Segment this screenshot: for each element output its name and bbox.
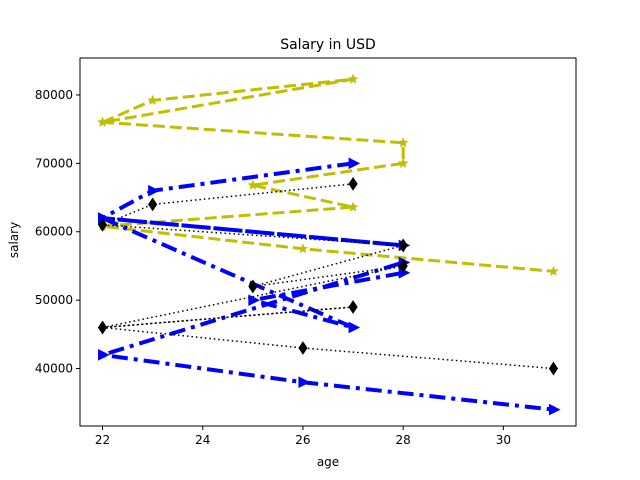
data-point	[147, 94, 159, 106]
data-point	[548, 361, 559, 376]
data-point	[398, 259, 408, 273]
data-point	[348, 176, 358, 191]
data-point	[248, 279, 258, 294]
data-point	[97, 217, 108, 232]
data-point	[548, 265, 559, 277]
series-layer	[97, 73, 561, 416]
chart-title: Salary in USD	[280, 37, 376, 53]
data-point	[148, 197, 158, 212]
data-point	[548, 403, 561, 416]
data-point	[398, 238, 408, 253]
x-tick-label: 30	[496, 433, 511, 447]
y-tick-label: 70000	[35, 156, 73, 170]
data-point	[97, 116, 108, 127]
series-2	[98, 157, 561, 416]
x-tick-label: 28	[396, 433, 411, 447]
data-point	[248, 294, 260, 306]
y-tick-label: 60000	[35, 225, 73, 239]
data-point	[348, 321, 361, 334]
y-tick-label: 80000	[35, 88, 73, 102]
y-tick-label: 50000	[35, 293, 73, 307]
data-point	[297, 243, 309, 254]
y-tick-label: 40000	[35, 362, 73, 376]
x-axis-label: age	[317, 455, 339, 469]
data-point	[347, 73, 359, 84]
data-point	[348, 300, 358, 314]
data-point	[348, 157, 361, 170]
series-1	[97, 73, 559, 277]
x-tick-label: 24	[195, 433, 210, 447]
data-point	[247, 179, 259, 190]
series-line	[101, 77, 554, 273]
plot-frame	[79, 57, 577, 427]
data-point	[98, 349, 110, 361]
axes-layer: 22 24 26 28 30 40000 50000 60000 70000 80000	[35, 57, 577, 447]
series-line	[100, 161, 554, 412]
data-point	[347, 201, 359, 212]
data-point	[298, 341, 308, 355]
x-tick-label: 26	[295, 433, 310, 447]
data-point	[97, 320, 108, 335]
data-point	[298, 376, 311, 389]
data-point	[397, 157, 409, 168]
y-axis-label: salary	[7, 222, 21, 258]
x-tick-label: 22	[95, 433, 110, 447]
data-point	[397, 137, 409, 148]
data-point	[148, 184, 160, 197]
series-3	[97, 176, 559, 376]
